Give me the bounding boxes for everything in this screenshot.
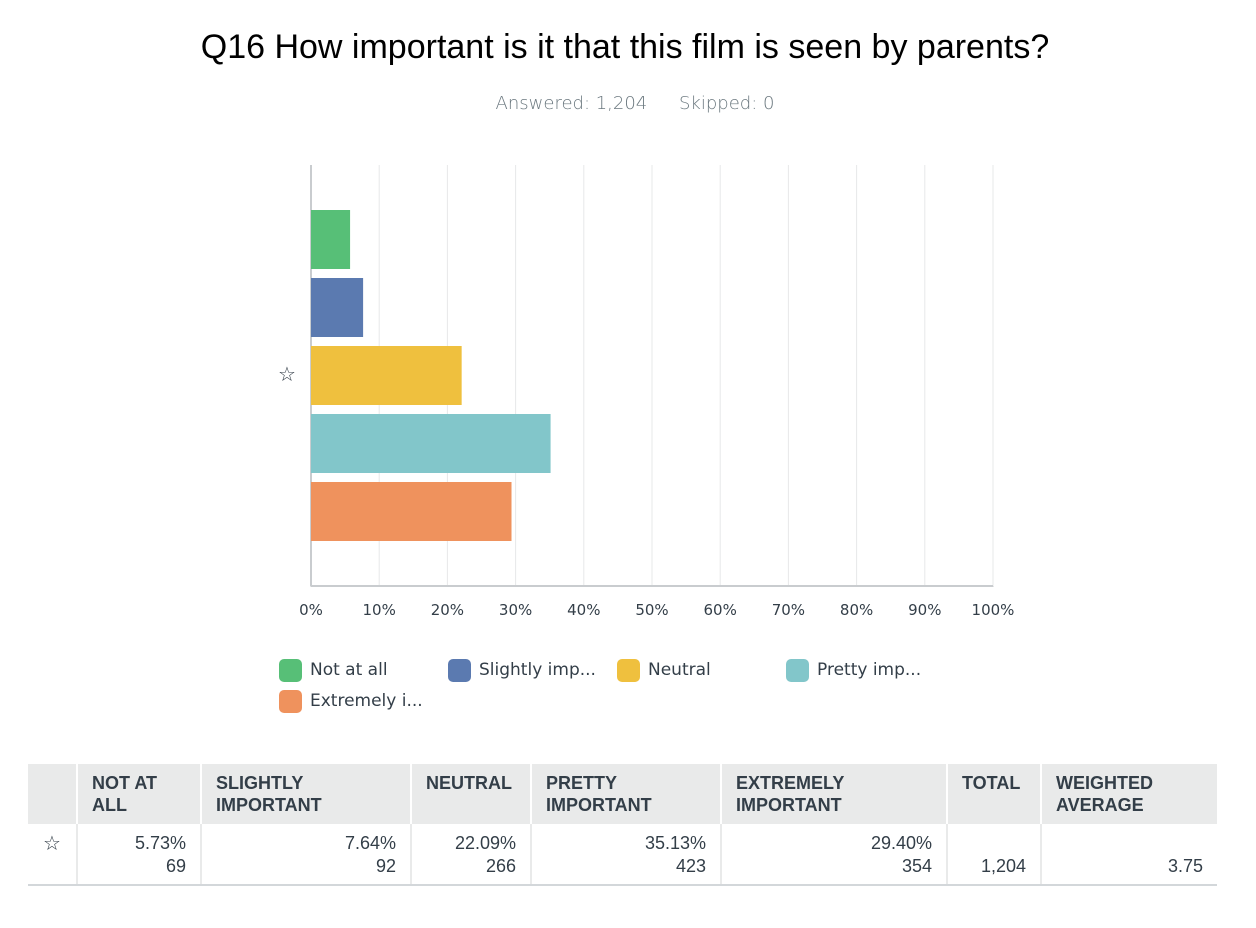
legend-item-extremely-important: Extremely i... [279, 689, 423, 713]
legend-label: Not at all [310, 660, 388, 680]
legend-swatch [786, 658, 809, 682]
legend-label: Extremely i... [310, 691, 423, 711]
table-header-extremely-important[interactable]: EXTREMELY IMPORTANT [720, 764, 947, 824]
legend-label: Neutral [648, 660, 711, 680]
legend-item-not-at-all: Not at all [279, 658, 388, 682]
cell-slightly-important: 7.64% 92 [200, 824, 411, 886]
x-tick-label: 50% [635, 601, 668, 619]
cell-weighted-average: 3.75 [1040, 824, 1217, 886]
legend-item-pretty-important: Pretty imp... [786, 658, 921, 682]
cell-count: 423 [675, 856, 706, 876]
table-header-neutral[interactable]: NEUTRAL [410, 764, 531, 824]
x-tick-label: 100% [972, 601, 1015, 619]
x-tick-label: 10% [363, 601, 396, 619]
bar-slightly-important[interactable] [311, 278, 364, 337]
legend-item-neutral: Neutral [617, 658, 711, 682]
results-table: NOT AT ALL SLIGHTLY IMPORTANT NEUTRAL PR… [28, 764, 1217, 886]
x-tick-label: 30% [499, 601, 532, 619]
cell-count: 354 [901, 856, 932, 876]
table-header-total[interactable]: TOTAL [946, 764, 1041, 824]
cell-count: 69 [165, 856, 186, 876]
question-title: Q16 How important is it that this film i… [200, 28, 1050, 66]
cell-extremely-important: 29.40% 354 [720, 824, 947, 886]
bar-not-at-all[interactable] [311, 210, 351, 269]
cell-neutral: 22.09% 266 [410, 824, 531, 886]
cell-total: 1,204 [946, 824, 1041, 886]
row-icon-cell: ☆ [28, 824, 77, 886]
cell-percent: 29.40% [870, 833, 932, 853]
cell-not-at-all: 5.73% 69 [76, 824, 201, 886]
bar-extremely-important[interactable] [311, 482, 512, 541]
x-tick-label: 80% [840, 601, 873, 619]
table-header-blank [28, 764, 77, 824]
cell-pretty-important: 35.13% 423 [530, 824, 721, 886]
table-header-row: NOT AT ALL SLIGHTLY IMPORTANT NEUTRAL PR… [28, 764, 1217, 824]
legend-swatch [279, 658, 302, 682]
legend-swatch [617, 658, 640, 682]
table-header-slightly-important[interactable]: SLIGHTLY IMPORTANT [200, 764, 411, 824]
table-header-not-at-all[interactable]: NOT AT ALL [76, 764, 201, 824]
legend-item-slightly-important: Slightly imp... [448, 658, 596, 682]
star-outline-icon[interactable]: ☆ [43, 831, 61, 855]
cell-percent: 7.64% [344, 833, 396, 853]
x-tick-label: 20% [431, 601, 464, 619]
x-tick-label: 0% [299, 601, 323, 619]
star-outline-icon[interactable]: ☆ [278, 362, 296, 386]
chart-bars [311, 210, 551, 541]
x-tick-label: 40% [567, 601, 600, 619]
bar-chart: 0% 10% 20% 30% 40% 50% 60% 70% 80% 90% 100% [299, 165, 1015, 619]
cell-percent: 22.09% [454, 833, 516, 853]
table-header-pretty-important[interactable]: PRETTY IMPORTANT [530, 764, 721, 824]
response-summary: Answered: 1,204 Skipped: 0 [0, 93, 1256, 114]
cell-percent: 5.73% [134, 833, 186, 853]
legend-swatch [279, 689, 302, 713]
table-row: ☆ 5.73% 69 7.64% 92 22.09% 266 35.13% 423 29… [28, 824, 1217, 886]
cell-count: 266 [485, 856, 516, 876]
x-tick-label: 60% [704, 601, 737, 619]
bar-neutral[interactable] [311, 346, 462, 405]
table-header-weighted-average[interactable]: WEIGHTED AVERAGE [1040, 764, 1217, 824]
cell-count: 92 [375, 856, 396, 876]
chart-axis: 0% 10% 20% 30% 40% 50% 60% 70% 80% 90% 100% [299, 585, 1015, 619]
x-tick-label: 70% [772, 601, 805, 619]
cell-percent: 35.13% [644, 833, 706, 853]
legend-label: Slightly imp... [479, 660, 596, 680]
x-tick-label: 90% [908, 601, 941, 619]
skipped-count: Skipped: 0 [679, 93, 775, 114]
legend-label: Pretty imp... [817, 660, 922, 680]
legend-swatch [448, 658, 471, 682]
bar-pretty-important[interactable] [311, 414, 551, 473]
answered-count: Answered: 1,204 [495, 93, 648, 114]
